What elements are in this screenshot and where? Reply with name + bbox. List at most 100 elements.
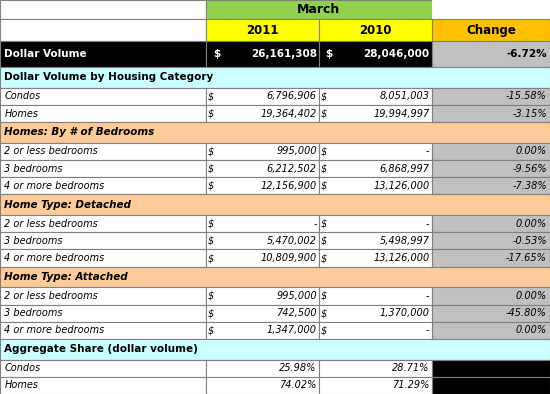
Bar	[0, 232, 206, 249]
Bar	[0, 194, 550, 215]
Bar	[319, 232, 432, 249]
Bar	[319, 305, 432, 322]
Bar	[206, 287, 319, 305]
Text: $: $	[326, 49, 333, 59]
Text: $: $	[321, 147, 327, 156]
Text: 6,868,997: 6,868,997	[379, 164, 430, 174]
Bar	[432, 88, 550, 105]
Text: Homes: By # of Bedrooms: Homes: By # of Bedrooms	[4, 128, 155, 138]
Bar	[432, 322, 550, 339]
Text: 12,156,900: 12,156,900	[261, 181, 317, 191]
Text: 0.00%: 0.00%	[515, 325, 547, 335]
Bar	[0, 322, 206, 339]
Text: 4 or more bedrooms: 4 or more bedrooms	[4, 253, 104, 263]
Text: -9.56%: -9.56%	[512, 164, 547, 174]
Text: 6,796,906: 6,796,906	[267, 91, 317, 101]
Bar	[0, 0, 206, 19]
Text: $: $	[321, 91, 327, 101]
Text: 13,126,000: 13,126,000	[373, 253, 430, 263]
Text: 8,051,003: 8,051,003	[379, 91, 430, 101]
Text: Aggregate Share (dollar volume): Aggregate Share (dollar volume)	[4, 344, 198, 354]
Bar	[432, 0, 550, 19]
Text: $: $	[208, 181, 214, 191]
Text: $: $	[321, 236, 327, 246]
Text: Homes: Homes	[4, 109, 38, 119]
Bar	[432, 105, 550, 122]
Text: $: $	[208, 291, 214, 301]
Text: Condos: Condos	[4, 363, 41, 373]
Text: 74.02%: 74.02%	[279, 380, 317, 390]
Bar	[206, 105, 319, 122]
Bar	[319, 322, 432, 339]
Text: Home Type: Detached: Home Type: Detached	[4, 200, 131, 210]
Text: -0.53%: -0.53%	[512, 236, 547, 246]
Bar	[0, 339, 550, 360]
Text: -: -	[426, 147, 430, 156]
Text: $: $	[208, 91, 214, 101]
Text: $: $	[208, 325, 214, 335]
Text: -6.72%: -6.72%	[506, 49, 547, 59]
Text: 3 bedrooms: 3 bedrooms	[4, 308, 63, 318]
Bar	[206, 177, 319, 194]
Bar	[206, 377, 319, 394]
Bar	[432, 287, 550, 305]
Text: Homes: Homes	[4, 380, 38, 390]
Bar	[432, 305, 550, 322]
Bar	[0, 377, 206, 394]
Text: Change: Change	[466, 24, 516, 37]
Text: -45.80%: -45.80%	[506, 308, 547, 318]
Text: 4 or more bedrooms: 4 or more bedrooms	[4, 181, 104, 191]
Text: $: $	[208, 236, 214, 246]
Bar	[0, 143, 206, 160]
Bar	[319, 105, 432, 122]
Text: 2 or less bedrooms: 2 or less bedrooms	[4, 147, 98, 156]
Text: 3 bedrooms: 3 bedrooms	[4, 236, 63, 246]
Bar	[206, 160, 319, 177]
Text: Dollar Volume by Housing Category: Dollar Volume by Housing Category	[4, 72, 213, 82]
Text: 0.00%: 0.00%	[515, 219, 547, 229]
Bar	[319, 19, 432, 41]
Text: $: $	[321, 164, 327, 174]
Bar	[206, 305, 319, 322]
Bar	[432, 41, 550, 67]
Bar	[206, 0, 432, 19]
Bar	[0, 267, 550, 287]
Text: 3 bedrooms: 3 bedrooms	[4, 164, 63, 174]
Bar	[0, 19, 206, 41]
Text: $: $	[321, 308, 327, 318]
Bar	[0, 215, 206, 232]
Text: Dollar Volume: Dollar Volume	[4, 49, 87, 59]
Bar	[432, 232, 550, 249]
Text: Home Type: Attached: Home Type: Attached	[4, 272, 128, 282]
Text: 25.98%: 25.98%	[279, 363, 317, 373]
Bar	[206, 143, 319, 160]
Bar	[206, 215, 319, 232]
Bar	[432, 19, 550, 41]
Text: 6,212,502: 6,212,502	[267, 164, 317, 174]
Text: 0.00%: 0.00%	[515, 147, 547, 156]
Bar	[319, 88, 432, 105]
Bar	[319, 215, 432, 232]
Bar	[0, 287, 206, 305]
Text: 0.00%: 0.00%	[515, 291, 547, 301]
Bar	[206, 360, 319, 377]
Text: 2010: 2010	[359, 24, 392, 37]
Text: $: $	[208, 253, 214, 263]
Bar	[432, 215, 550, 232]
Text: 26,161,308: 26,161,308	[251, 49, 317, 59]
Bar	[432, 360, 550, 377]
Bar	[319, 287, 432, 305]
Bar	[432, 177, 550, 194]
Text: -7.38%: -7.38%	[512, 181, 547, 191]
Text: 71.29%: 71.29%	[392, 380, 430, 390]
Text: $: $	[213, 49, 220, 59]
Text: $: $	[208, 147, 214, 156]
Text: $: $	[321, 291, 327, 301]
Text: 19,364,402: 19,364,402	[261, 109, 317, 119]
Text: $: $	[321, 219, 327, 229]
Bar	[319, 249, 432, 267]
Text: March: March	[298, 3, 340, 16]
Bar	[206, 322, 319, 339]
Text: -: -	[426, 325, 430, 335]
Bar	[432, 160, 550, 177]
